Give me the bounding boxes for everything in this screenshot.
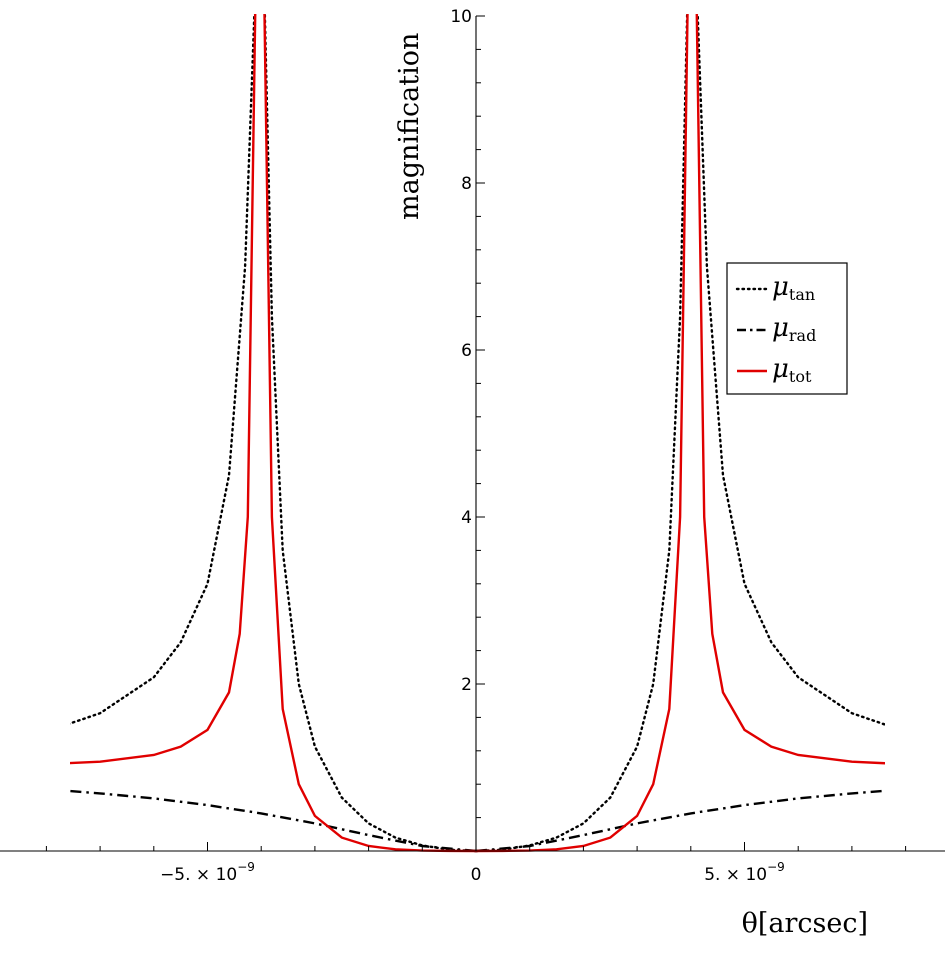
x-tick-label: −5. × 10−9: [160, 860, 255, 885]
y-axis-label: magnification: [394, 33, 425, 220]
series-tot-line-right: [475, 14, 885, 853]
x-tick-label: 5. × 10−9: [704, 860, 785, 885]
series-tan-line-right: [474, 14, 885, 853]
series-rad-line-right: [475, 789, 885, 853]
x-axis-label: θ[arcsec]: [742, 908, 868, 939]
series-tan-line-left: [70, 14, 478, 853]
axes: [0, 16, 945, 852]
y-tick-label: 6: [461, 341, 472, 361]
curves: [70, 14, 885, 853]
y-tick-label: 4: [461, 508, 472, 528]
series-tot-line-left: [70, 14, 477, 853]
y-tick-label: 10: [450, 7, 472, 27]
ticks: −1.5 × 10−8−1. × 10−8−5. × 10−905. × 10−…: [45, 7, 907, 885]
y-tick-label: 8: [461, 174, 472, 194]
x-tick-label: 0: [471, 865, 482, 885]
y-tick-label: 2: [461, 675, 472, 695]
series-rad-line-left: [70, 789, 477, 853]
